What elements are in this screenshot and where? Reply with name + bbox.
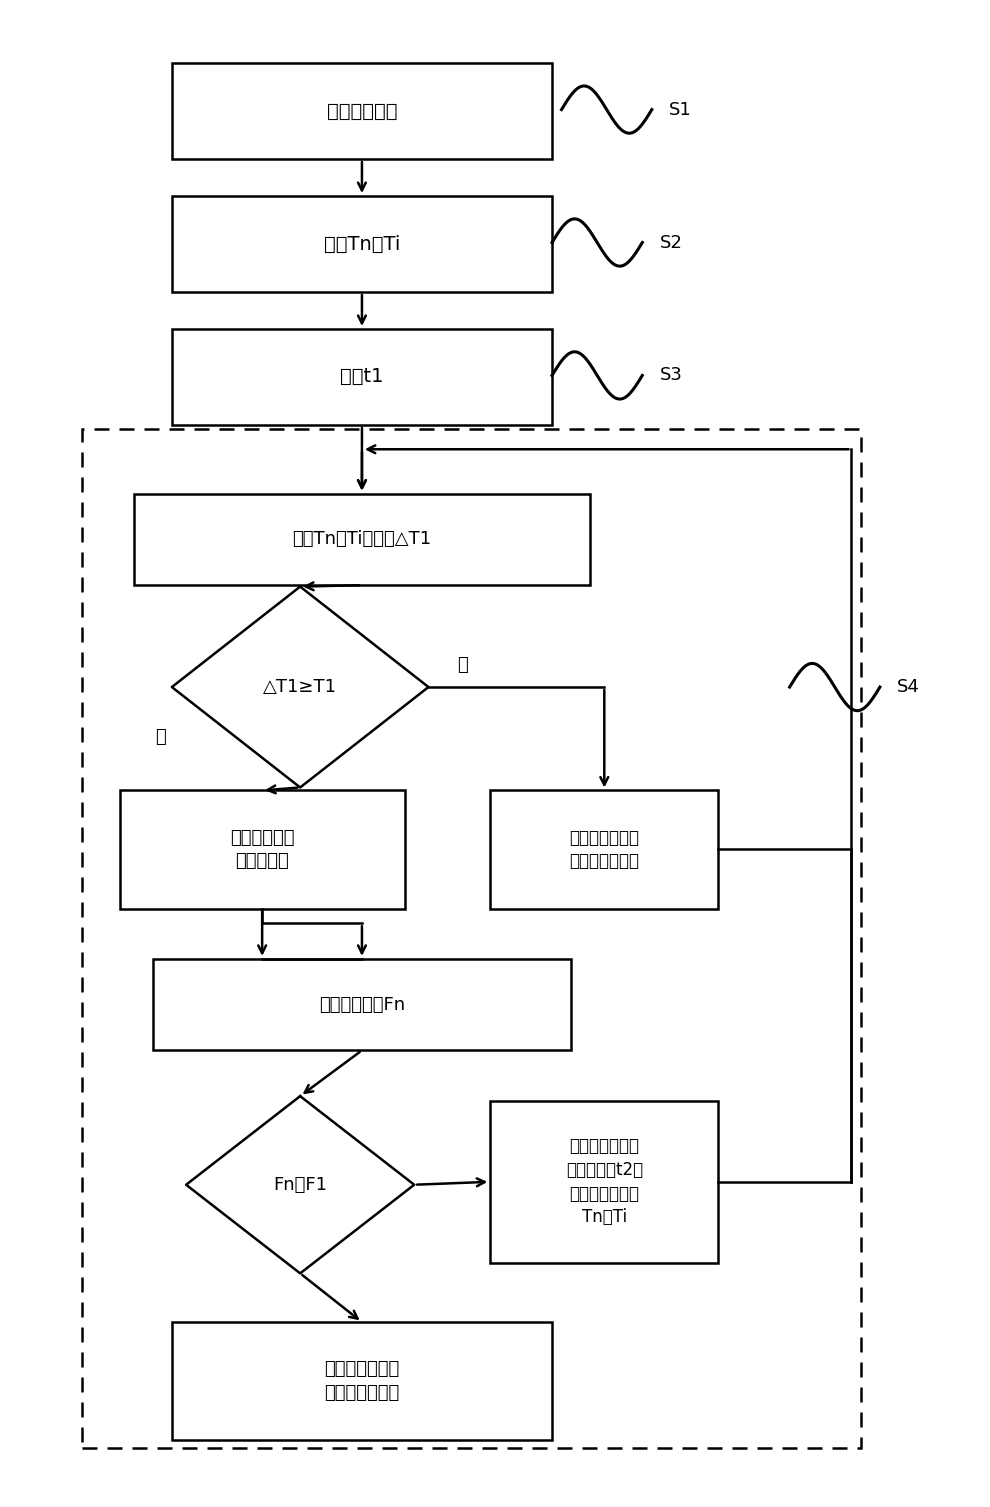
Polygon shape (186, 1096, 414, 1273)
Polygon shape (172, 586, 429, 788)
Text: 计算Tn与Ti的差值△T1: 计算Tn与Ti的差值△T1 (292, 530, 432, 549)
Bar (490, 1100, 719, 1263)
Text: 四通阀换向正常
，空调正常运行: 四通阀换向正常 ，空调正常运行 (569, 829, 640, 871)
Bar (152, 958, 571, 1050)
Bar (172, 196, 552, 292)
Text: 制热模式开启: 制热模式开启 (327, 101, 397, 121)
Text: S2: S2 (659, 234, 682, 252)
Text: S4: S4 (897, 678, 920, 696)
Bar (134, 494, 590, 585)
Bar (172, 329, 552, 425)
Bar (490, 790, 719, 909)
Text: △T1≥T1: △T1≥T1 (263, 678, 338, 696)
Bar (172, 1322, 552, 1441)
Text: 运行t1: 运行t1 (341, 368, 384, 386)
Text: 是: 是 (155, 728, 166, 746)
Bar (120, 790, 405, 909)
Text: S3: S3 (659, 366, 682, 384)
Bar (172, 63, 552, 160)
Text: 记录判断次数Fn: 记录判断次数Fn (319, 996, 405, 1014)
Text: S1: S1 (669, 101, 692, 119)
Text: 制热模式重启压
缩机，运行t2时
长后，重新检测
Tn与Ti: 制热模式重启压 缩机，运行t2时 长后，重新检测 Tn与Ti (565, 1138, 643, 1227)
Text: 否: 否 (457, 656, 467, 674)
Bar (81, 428, 861, 1448)
Text: 进行保护程序
关闭压缩机: 进行保护程序 关闭压缩机 (230, 829, 294, 871)
Text: 四通阀换向异常
并进行保护程序: 四通阀换向异常 并进行保护程序 (325, 1361, 400, 1402)
Text: 检测Tn与Ti: 检测Tn与Ti (324, 235, 400, 253)
Text: Fn＞F1: Fn＞F1 (273, 1175, 327, 1194)
